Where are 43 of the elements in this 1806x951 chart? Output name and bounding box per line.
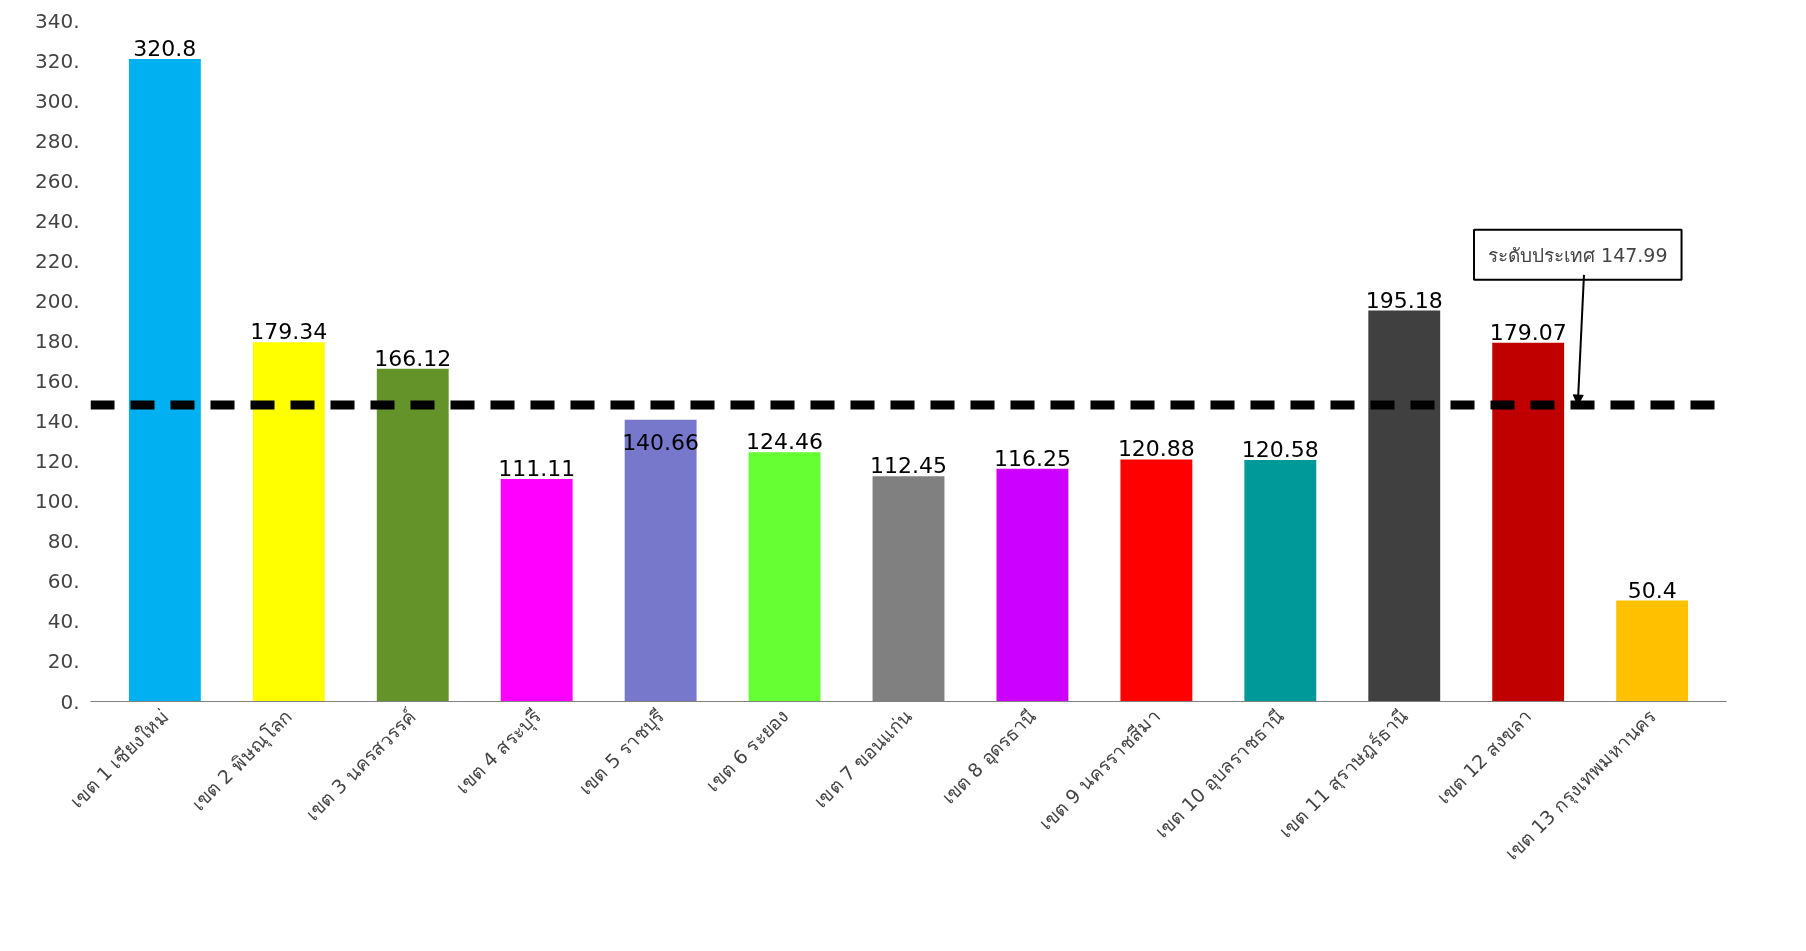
- data-label: 112.45: [870, 453, 947, 479]
- bar: [252, 342, 325, 702]
- bar: [1492, 342, 1565, 702]
- bar: [624, 419, 697, 702]
- ref-line-label: ระดับประเทศ 147.99: [1488, 243, 1668, 266]
- y-tick-label: 60.: [47, 569, 80, 594]
- bar: [128, 58, 201, 702]
- data-label: 320.8: [133, 35, 197, 61]
- y-tick-label: 20.: [47, 649, 80, 674]
- bar: [376, 368, 449, 702]
- data-label: 111.11: [498, 455, 576, 481]
- y-tick-label: 40.: [47, 609, 80, 634]
- y-tick-label: 340.: [34, 8, 80, 33]
- data-label: 166.12: [374, 345, 452, 371]
- y-tick-label: 80.: [47, 529, 80, 554]
- y-tick-label: 260.: [34, 168, 80, 193]
- data-label: 124.46: [746, 429, 824, 455]
- bar: [996, 468, 1069, 702]
- bar: [1120, 459, 1193, 702]
- bar: [1244, 459, 1317, 702]
- bar: [500, 478, 573, 702]
- data-label: 195.18: [1365, 287, 1443, 313]
- data-label: 116.25: [993, 445, 1071, 471]
- y-tick-label: 240.: [34, 208, 80, 233]
- y-tick-label: 160.: [34, 369, 80, 394]
- y-tick-label: 140.: [34, 409, 80, 434]
- y-tick-label: 200.: [34, 288, 80, 313]
- data-label: 120.88: [1117, 436, 1195, 462]
- y-tick-label: 320.: [34, 48, 80, 73]
- y-tick-label: 120.: [34, 449, 80, 474]
- data-label: 179.34: [250, 319, 328, 345]
- bar: [1368, 310, 1441, 702]
- bar: [1616, 600, 1689, 702]
- bar: [748, 452, 821, 702]
- data-label: 120.58: [1241, 436, 1319, 462]
- y-tick-label: 300.: [34, 88, 80, 113]
- y-tick-label: 280.: [34, 128, 80, 153]
- y-tick-label: 180.: [34, 328, 80, 353]
- y-tick-label: 100.: [34, 489, 80, 514]
- data-label: 179.07: [1489, 319, 1567, 345]
- y-tick-label: 220.: [34, 248, 80, 273]
- data-label: 50.4: [1627, 577, 1677, 603]
- y-tick-label: 0.: [60, 689, 80, 714]
